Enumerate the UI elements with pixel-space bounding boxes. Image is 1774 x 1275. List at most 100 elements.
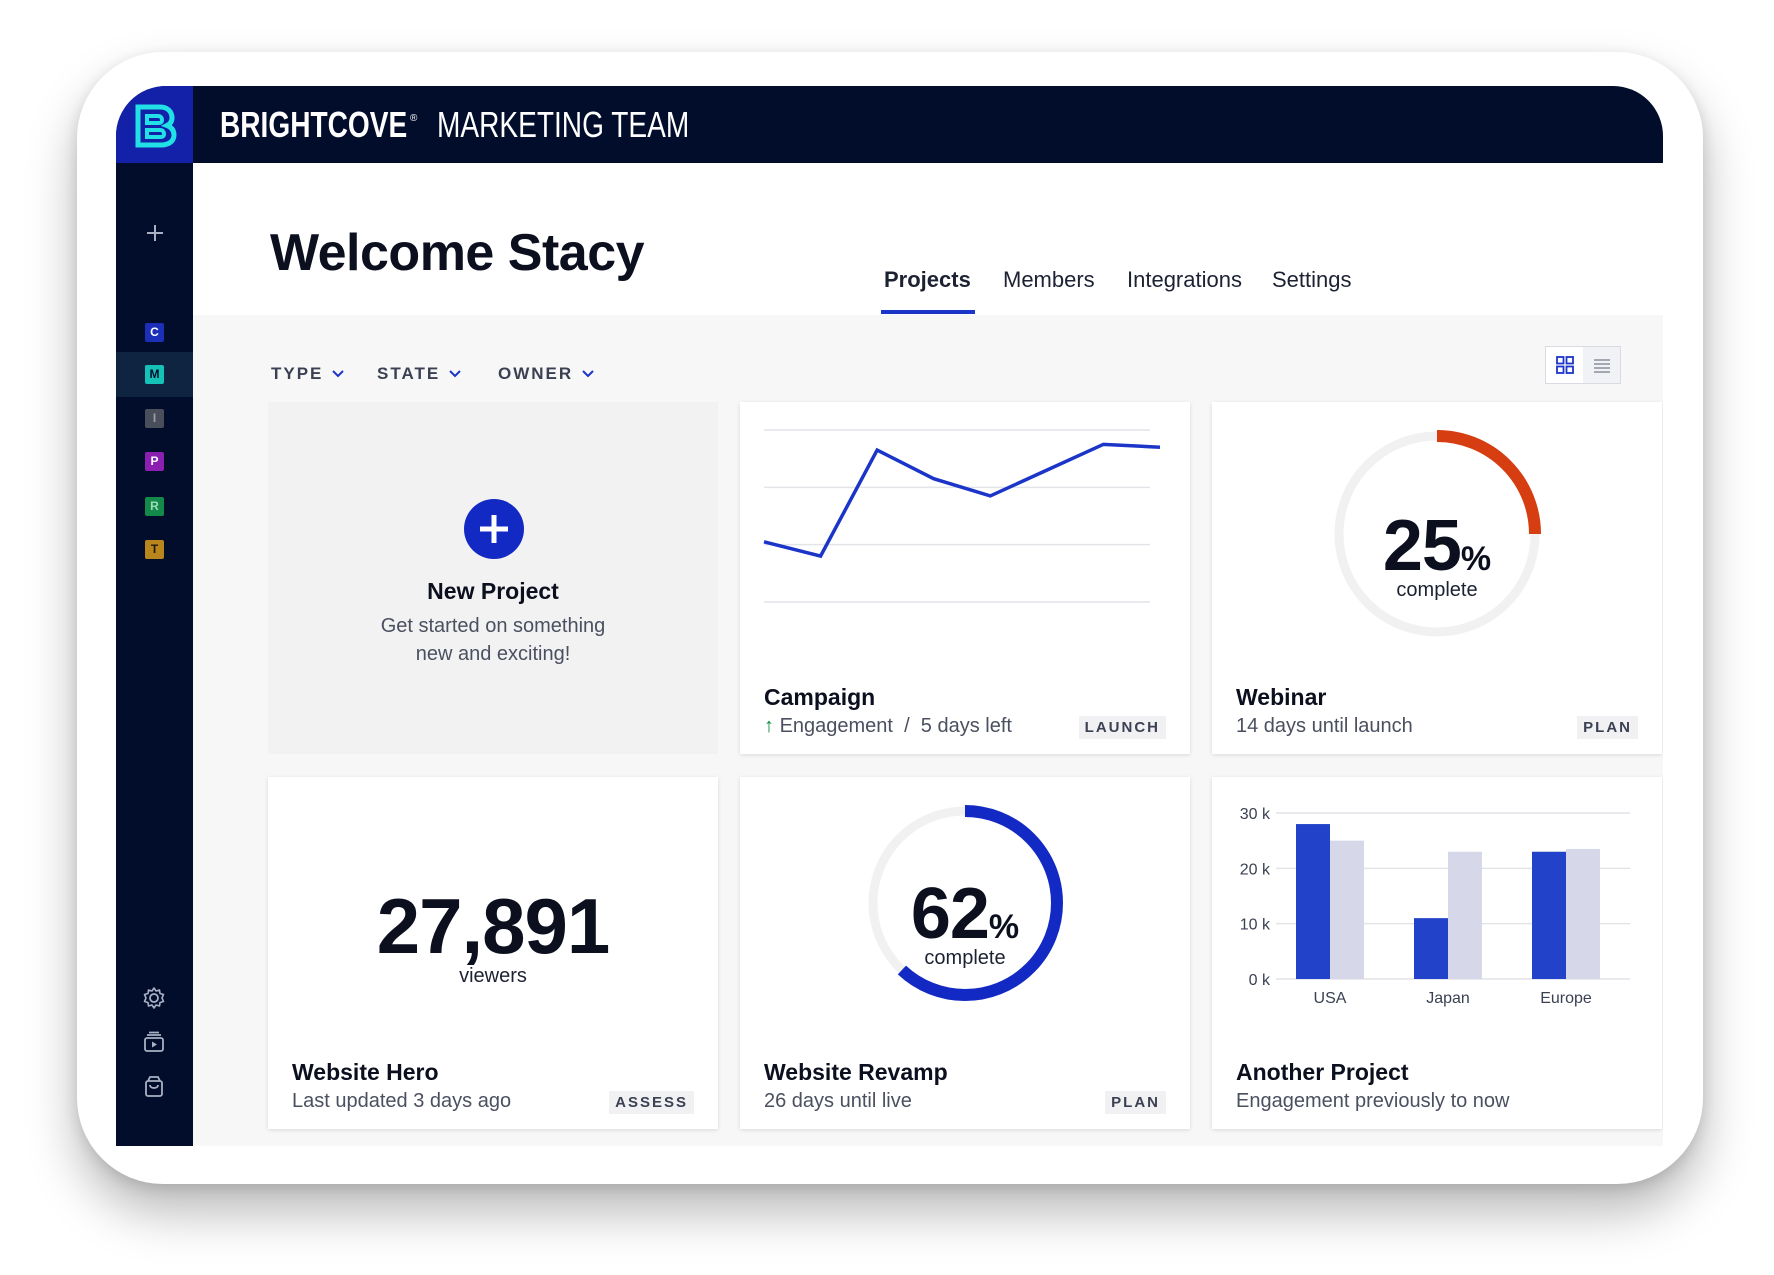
another-project-bar-chart: 30 k 20 k 10 k 0 k USA Japan Europe bbox=[1240, 806, 1630, 1007]
website-hero-subtitle: Last updated 3 days ago bbox=[292, 1090, 512, 1112]
y-tick-label: 0 k bbox=[1249, 972, 1271, 989]
website-revamp-subtitle: 26 days until live bbox=[764, 1090, 912, 1112]
sidebar-item-c[interactable]: C bbox=[116, 310, 193, 355]
webinar-percent-value: 25 bbox=[1382, 506, 1462, 586]
chevron-down-icon bbox=[449, 370, 461, 378]
sidebar: C M I P R T bbox=[116, 163, 193, 1146]
chevron-down-icon bbox=[332, 370, 345, 378]
website-revamp-percent-value: 62 bbox=[910, 874, 990, 954]
new-project-subtitle-line2: new and exciting! bbox=[415, 643, 571, 665]
filter-type-label: TYPE bbox=[271, 364, 324, 383]
campaign-status-badge: LAUNCH bbox=[1078, 716, 1166, 739]
website-revamp-status-badge: PLAN bbox=[1105, 1091, 1166, 1114]
another-project-title: Another Project bbox=[1236, 1059, 1409, 1085]
bar-usa-0 bbox=[1296, 824, 1330, 979]
website-hero-title: Website Hero bbox=[292, 1059, 439, 1085]
view-toggle bbox=[1545, 346, 1621, 384]
x-tick-label: Europe bbox=[1540, 990, 1592, 1007]
website-revamp-percent-sign: % bbox=[988, 908, 1020, 946]
sidebar-badge-r: R bbox=[145, 497, 164, 516]
sidebar-badge-i: I bbox=[145, 409, 164, 428]
media-library-icon[interactable] bbox=[141, 1029, 167, 1055]
tab-integrations[interactable]: Integrations bbox=[1127, 267, 1242, 292]
sidebar-item-i[interactable]: I bbox=[116, 396, 193, 441]
webinar-progress-arc bbox=[1333, 430, 1541, 638]
webinar-percent: 25% bbox=[1212, 505, 1662, 587]
filter-state[interactable]: STATE bbox=[377, 364, 462, 384]
webinar-title: Webinar bbox=[1236, 684, 1327, 710]
add-project-icon[interactable] bbox=[463, 498, 525, 560]
viewer-caption: viewers bbox=[459, 965, 527, 987]
webinar-caption: complete bbox=[1396, 579, 1478, 601]
campaign-subtitle-text: Engagement / 5 days left bbox=[779, 715, 1012, 737]
y-tick-label: 10 k bbox=[1240, 917, 1271, 934]
campaign-card[interactable]: Campaign ↑ Engagement / 5 days left LAUN… bbox=[740, 402, 1190, 754]
tab-settings[interactable]: Settings bbox=[1272, 267, 1352, 292]
brightcove-logo-icon bbox=[135, 104, 177, 147]
another-project-card[interactable]: 30 k 20 k 10 k 0 k USA Japan Europe Another Pr… bbox=[1212, 777, 1662, 1129]
sidebar-item-r[interactable]: R bbox=[116, 484, 193, 529]
bar-japan-0 bbox=[1414, 918, 1448, 979]
arrow-up-icon: ↑ bbox=[764, 715, 774, 737]
bar-japan-1 bbox=[1448, 851, 1482, 979]
tab-projects[interactable]: Projects bbox=[884, 267, 971, 292]
list-view-button[interactable] bbox=[1583, 347, 1620, 383]
sidebar-badge-t: T bbox=[145, 540, 164, 559]
brand-registered-mark: ® bbox=[410, 112, 418, 124]
sidebar-badge-m: M bbox=[145, 365, 164, 384]
webinar-percent-sign: % bbox=[1460, 540, 1492, 578]
chevron-down-icon bbox=[582, 370, 594, 378]
campaign-subtitle: ↑ Engagement / 5 days left bbox=[764, 715, 1012, 738]
x-tick-label: Japan bbox=[1426, 990, 1470, 1007]
bar-europe-0 bbox=[1532, 851, 1566, 979]
website-revamp-title: Website Revamp bbox=[764, 1059, 948, 1085]
another-project-subtitle: Engagement previously to now bbox=[1236, 1090, 1510, 1112]
bar-usa-1 bbox=[1330, 840, 1364, 979]
filter-owner[interactable]: OWNER bbox=[498, 364, 595, 384]
grid-view-button[interactable] bbox=[1546, 347, 1583, 383]
webinar-progress-ring bbox=[1333, 430, 1541, 638]
new-project-subtitle: Get started on something new and excitin… bbox=[358, 612, 628, 668]
webinar-subtitle: 14 days until launch bbox=[1236, 715, 1413, 737]
brand-name: BRIGHTCOVE bbox=[220, 103, 408, 145]
sidebar-badge-c: C bbox=[145, 323, 164, 342]
website-revamp-percent: 62% bbox=[740, 873, 1190, 955]
webinar-card[interactable]: 25% complete Webinar 14 days until launc… bbox=[1212, 402, 1662, 754]
sidebar-item-m[interactable]: M bbox=[116, 352, 193, 397]
y-tick-label: 30 k bbox=[1240, 806, 1271, 823]
website-hero-status-badge: ASSESS bbox=[609, 1091, 694, 1114]
shopping-bag-icon[interactable] bbox=[141, 1073, 167, 1099]
website-revamp-card[interactable]: 62% complete Website Revamp 26 days unti… bbox=[740, 777, 1190, 1129]
sidebar-badge-p: P bbox=[145, 452, 164, 471]
sidebar-item-t[interactable]: T bbox=[116, 527, 193, 572]
x-tick-label: USA bbox=[1314, 990, 1347, 1007]
campaign-line-chart bbox=[763, 429, 1161, 603]
team-name: MARKETING TEAM bbox=[437, 103, 690, 145]
campaign-engagement-line bbox=[763, 442, 1161, 559]
list-view-icon bbox=[1593, 359, 1610, 373]
gear-icon[interactable] bbox=[141, 985, 167, 1011]
plus-icon[interactable] bbox=[142, 220, 168, 246]
webinar-status-badge: PLAN bbox=[1577, 716, 1638, 739]
new-project-subtitle-line1: Get started on something bbox=[380, 615, 606, 637]
filter-owner-label: OWNER bbox=[498, 364, 574, 383]
website-revamp-progress-ring bbox=[867, 805, 1063, 1001]
website-revamp-progress-arc bbox=[867, 805, 1063, 1001]
website-hero-card[interactable]: 27,891 viewers Website Hero Last updated… bbox=[268, 777, 718, 1129]
sidebar-item-p[interactable]: P bbox=[116, 439, 193, 484]
new-project-card[interactable]: New Project Get started on something new… bbox=[268, 402, 718, 754]
tab-members[interactable]: Members bbox=[1003, 267, 1095, 292]
website-revamp-caption: complete bbox=[924, 947, 1006, 969]
app-window: BRIGHTCOVE ® MARKETING TEAM C M I P R T bbox=[116, 86, 1663, 1146]
filter-type[interactable]: TYPE bbox=[271, 364, 345, 384]
viewer-count: 27,891 bbox=[376, 882, 611, 970]
bar-europe-1 bbox=[1566, 848, 1600, 979]
page-title: Welcome Stacy bbox=[270, 224, 645, 282]
projects-panel: TYPE STATE OWNER bbox=[193, 310, 1663, 1146]
grid-view-icon bbox=[1555, 356, 1574, 374]
new-project-title: New Project bbox=[427, 578, 559, 604]
brightcove-logo[interactable] bbox=[116, 86, 193, 163]
active-tab-indicator bbox=[881, 310, 975, 314]
top-bar: BRIGHTCOVE ® MARKETING TEAM bbox=[116, 86, 1663, 163]
campaign-title: Campaign bbox=[764, 684, 876, 710]
